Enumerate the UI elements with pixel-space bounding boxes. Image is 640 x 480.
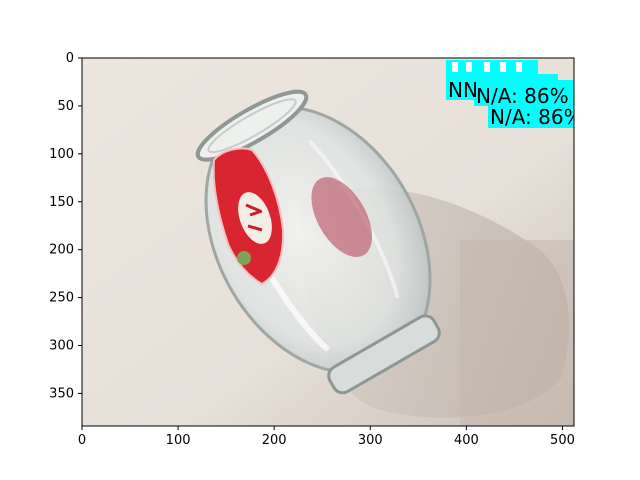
detection-bar-gap <box>516 62 522 72</box>
label-glyph-marks <box>245 203 263 232</box>
detection-label-2: N/A: 86% <box>476 84 569 108</box>
detection-box-bar <box>446 60 538 74</box>
detection-label-bg-3 <box>488 104 574 128</box>
x-tick-label: 400 <box>454 433 479 448</box>
y-axis: 0 50 100 150 200 250 300 350 <box>49 51 82 401</box>
x-tick-label: 0 <box>78 433 86 448</box>
axes-frame <box>81 57 575 427</box>
y-tick-label: 200 <box>49 243 74 258</box>
detection-label-1: NN <box>448 78 478 102</box>
detection-label-3: N/A: 86% <box>490 105 583 129</box>
x-tick-label: 500 <box>550 433 575 448</box>
x-tick-label: 200 <box>262 433 287 448</box>
jar-front-label <box>212 147 285 286</box>
jar-base <box>327 314 441 395</box>
jar-mouth-inner <box>207 98 297 154</box>
label-green-dot <box>237 251 251 265</box>
y-tick-label: 250 <box>49 291 74 306</box>
shadow-corner <box>460 240 574 426</box>
detection-overlay: NN N/A: 86% N/A: 86% <box>446 60 583 129</box>
jar-mouth <box>195 89 309 162</box>
y-tick-label: 50 <box>57 99 74 114</box>
label-emblem <box>236 190 274 246</box>
photo-glass-jar: NN N/A: 86% N/A: 86% <box>82 58 583 426</box>
y-tick-label: 350 <box>49 386 74 401</box>
x-tick-label: 100 <box>166 433 191 448</box>
label-back-reflection <box>311 177 372 258</box>
x-tick-label: 300 <box>358 433 383 448</box>
y-tick-label: 300 <box>49 339 74 354</box>
x-axis: 0 100 200 300 400 500 <box>78 426 575 448</box>
detection-bar-gap <box>484 62 490 72</box>
detection-bar-gap <box>452 62 458 72</box>
y-tick-label: 0 <box>66 51 74 66</box>
detection-bar-gap <box>500 62 506 72</box>
detection-label-bg-2 <box>474 80 574 106</box>
detection-bar-gap <box>466 62 472 72</box>
y-tick-label: 100 <box>49 147 74 162</box>
y-tick-label: 150 <box>49 195 74 210</box>
